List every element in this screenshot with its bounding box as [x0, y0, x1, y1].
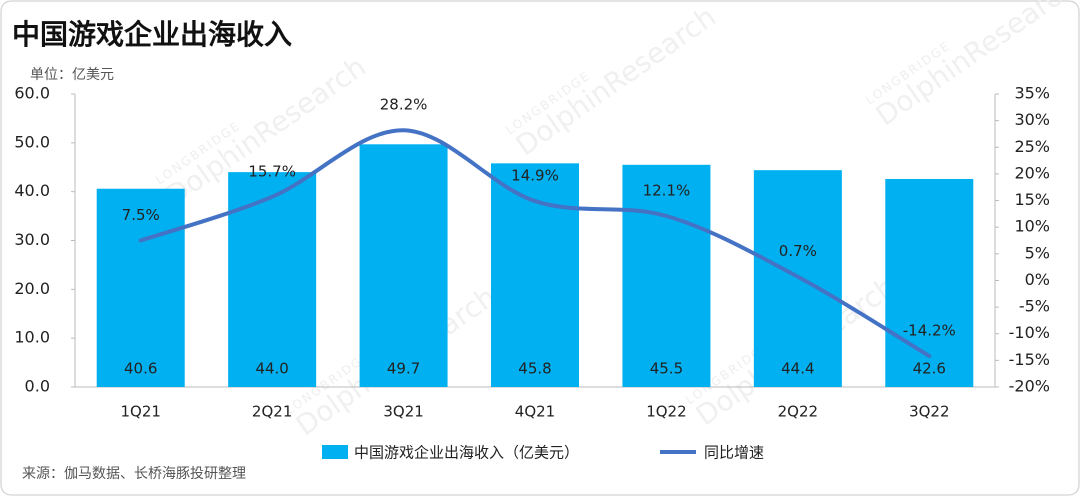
x-tick-label: 4Q21	[515, 403, 555, 421]
bar-value-label: 45.8	[518, 360, 551, 378]
y2-tick-label: -10%	[1009, 323, 1050, 342]
bar	[622, 164, 711, 387]
y2-tick-label: -5%	[1019, 297, 1050, 316]
bar-value-label: 44.4	[781, 360, 814, 378]
y2-tick-label: 35%	[1014, 84, 1050, 103]
unit-label: 单位：亿美元	[30, 67, 114, 83]
chart-title: 中国游戏企业出海收入	[12, 18, 292, 51]
y-tick-label: 50.0	[14, 132, 50, 151]
x-tick-label: 2Q21	[252, 403, 292, 421]
y-tick-label: 30.0	[14, 230, 50, 249]
line-value-label: 14.9%	[511, 167, 559, 185]
bar-value-label: 44.0	[255, 360, 288, 378]
source-note: 来源：伽马数据、长桥海豚投研整理	[22, 466, 246, 482]
bar-value-label: 40.6	[124, 360, 157, 378]
y2-tick-label: 20%	[1014, 163, 1050, 182]
x-tick-label: 1Q21	[120, 403, 160, 421]
x-tick-label: 3Q22	[909, 403, 949, 421]
x-tick-label: 1Q22	[646, 403, 686, 421]
line-value-label: 28.2%	[380, 96, 428, 114]
bar-value-label: 45.5	[650, 360, 683, 378]
x-tick-label: 2Q22	[778, 403, 818, 421]
x-tick-label: 3Q21	[383, 403, 423, 421]
bar	[491, 163, 579, 387]
y2-tick-label: 25%	[1014, 137, 1050, 156]
bar	[359, 144, 448, 387]
bar	[228, 172, 317, 387]
y2-tick-label: 5%	[1025, 243, 1050, 262]
line-value-label: 15.7%	[248, 162, 296, 180]
bar-value-label: 42.6	[913, 360, 946, 378]
bar	[96, 188, 185, 387]
legend-label: 同比增速	[704, 444, 764, 462]
y-tick-label: 0.0	[25, 377, 50, 396]
y2-tick-label: 30%	[1014, 110, 1050, 129]
bar	[885, 178, 974, 387]
line-value-label: -14.2%	[903, 322, 956, 340]
y-tick-label: 10.0	[14, 328, 50, 347]
y2-tick-label: -20%	[1009, 377, 1050, 396]
bar-value-label: 49.7	[387, 360, 420, 378]
legend-label: 中国游戏企业出海收入（亿美元）	[354, 444, 579, 462]
legend-swatch	[322, 445, 348, 459]
line-value-label: 0.7%	[779, 242, 817, 260]
y2-tick-label: 0%	[1025, 270, 1050, 289]
y-tick-label: 60.0	[14, 84, 50, 103]
y2-tick-label: 15%	[1014, 190, 1050, 209]
line-value-label: 12.1%	[643, 181, 691, 199]
y2-tick-label: -15%	[1009, 350, 1050, 369]
y-tick-label: 20.0	[14, 279, 50, 298]
y-tick-label: 40.0	[14, 181, 50, 200]
line-value-label: 7.5%	[122, 206, 160, 224]
line-series	[138, 128, 932, 359]
y2-tick-label: 10%	[1014, 217, 1050, 236]
